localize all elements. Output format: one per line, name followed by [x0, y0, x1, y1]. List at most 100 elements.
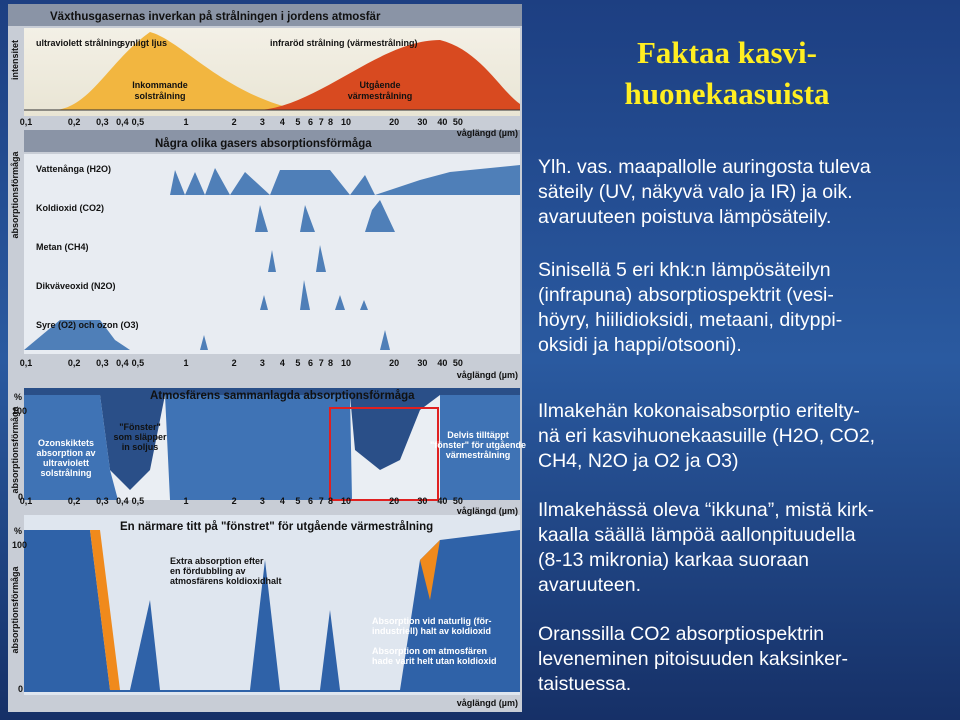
axis-label: 0 [18, 684, 23, 694]
n2o-spectrum [260, 280, 368, 310]
paragraph-line: Sinisellä 5 eri khk:n lämpösäteilyn [538, 259, 831, 281]
natural-absorption [24, 530, 520, 692]
wavelength-label: våglängd (µm) [457, 698, 518, 708]
unit: % [14, 526, 22, 536]
annotation: "fönster" för utgående [430, 440, 526, 450]
absorption-area [24, 395, 520, 500]
axis-label: 100 [12, 406, 27, 416]
annotation: solstrålning [40, 468, 91, 478]
wavelength-tick: 1 [183, 358, 188, 368]
y-axis-label: absorptionsförmåga [10, 566, 20, 654]
paragraph-line: kaalla säällä lämpöä aallonpituudella [538, 524, 856, 546]
panel-title: Några olika gasers absorptionsförmåga [155, 138, 372, 150]
paragraph-line: nä eri kasvihuonekaasuille (H2O, CO2, [538, 425, 875, 447]
wavelength-tick: 8 [328, 358, 333, 368]
panel-title: Atmosfärens sammanlagda absorptionsförmå… [150, 390, 415, 402]
paragraph-line: CH4, N2O ja O2 ja O3) [538, 450, 738, 472]
panel-title: En närmare titt på "fönstret" för utgåen… [120, 521, 433, 533]
wavelength-label: våglängd (µm) [457, 128, 518, 138]
annotation: industriell) halt av koldioxid [372, 626, 491, 636]
incoming-label: solstrålning [134, 91, 185, 101]
wavelength-tick: 0,4 [116, 117, 129, 127]
wavelength-tick: 3 [260, 496, 265, 506]
wavelength-tick: 40 [437, 496, 447, 506]
axis-label: 100 [12, 540, 27, 550]
wavelength-tick: 10 [341, 117, 351, 127]
wavelength-tick: 2 [232, 496, 237, 506]
paragraph-line: Ylh. vas. maapallolle auringosta tuleva [538, 156, 871, 178]
incoming-label: Inkommande [132, 80, 188, 90]
paragraph-line: Ilmakehässä oleva “ikkuna”, mistä kirk- [538, 499, 874, 521]
slide-title: Faktaa kasvi- [637, 35, 817, 70]
band-label: ultraviolett strålning [36, 38, 123, 48]
wavelength-tick: 0,3 [96, 496, 109, 506]
wavelength-tick: 0,5 [132, 358, 145, 368]
paragraph-line: avaruuteen poistuva lämpösäteily. [538, 206, 831, 228]
wavelength-tick: 40 [437, 358, 447, 368]
annotation: Absorption vid naturlig (för- [372, 616, 492, 626]
panel1-header [8, 4, 522, 26]
o2o3-spectrum [24, 320, 390, 350]
wavelength-tick: 0,2 [68, 358, 81, 368]
wavelength-tick: 8 [328, 496, 333, 506]
wavelength-tick: 5 [295, 358, 300, 368]
wavelength-tick: 4 [280, 117, 285, 127]
wavelength-tick: 6 [308, 358, 313, 368]
wavelength-tick: 6 [308, 117, 313, 127]
outgoing-label: värmestrålning [348, 91, 413, 101]
ch4-spectrum [268, 245, 326, 272]
paragraph-line: (infrapuna) absorptiospektrit (vesi- [538, 284, 834, 306]
paragraph-line: avaruuteen. [538, 574, 641, 596]
co2-spectrum [255, 200, 395, 232]
panel2-header [24, 130, 520, 152]
wavelength-tick: 2 [232, 117, 237, 127]
annotation: Delvis tilltäppt [447, 430, 509, 440]
band-label: infraröd strålning (värmestrålning) [270, 38, 418, 48]
paragraph-line: höyry, hiilidioksidi, metaani, dityppi- [538, 309, 842, 331]
paragraph-line: oksidi ja happi/otsooni). [538, 334, 742, 356]
window-box [329, 407, 439, 501]
slide-text: Faktaa kasvi-huonekaasuista Ylh. vas. maa… [538, 35, 875, 695]
outgoing-label: Utgående [359, 80, 400, 90]
wavelength-tick: 50 [453, 496, 463, 506]
y-axis-label: absorptionsförmåga [10, 406, 20, 494]
wavelength-tick: 7 [319, 496, 324, 506]
band-label: synligt ljus [120, 38, 167, 48]
paragraph-line: (8-13 mikronia) karkaa suoraan [538, 549, 809, 571]
figure [8, 4, 522, 712]
wavelength-tick: 3 [260, 117, 265, 127]
gas-label: Vattenånga (H2O) [36, 164, 111, 174]
unit: % [14, 392, 22, 402]
wavelength-tick: 50 [453, 117, 463, 127]
annotation: absorption av [36, 448, 95, 458]
paragraph-line: Oranssilla CO2 absorptiospektrin [538, 623, 824, 645]
wavelength-tick: 7 [319, 358, 324, 368]
wavelength-tick: 5 [295, 117, 300, 127]
wavelength-tick: 0,5 [132, 117, 145, 127]
wavelength-tick: 4 [280, 496, 285, 506]
annotation: ultraviolett [43, 458, 89, 468]
paragraph-line: taistuessa. [538, 673, 631, 695]
wavelength-tick: 40 [437, 117, 447, 127]
gas-label: Dikväveoxid (N2O) [36, 281, 116, 291]
y-axis-label: absorptionsförmåga [10, 151, 20, 239]
gas-label: Syre (O2) och ozon (O3) [36, 320, 139, 330]
annotation: som släpper [113, 432, 167, 442]
wavelength-tick: 3 [260, 358, 265, 368]
wavelength-tick: 0,4 [116, 496, 129, 506]
annotation: Ozonskiktets [38, 438, 94, 448]
wavelength-label: våglängd (µm) [457, 370, 518, 380]
y-axis-label: intensitet [10, 40, 20, 80]
axis-label: 0 [18, 492, 23, 502]
wavelength-tick: 0,1 [20, 358, 33, 368]
wavelength-tick: 4 [280, 358, 285, 368]
wavelength-tick: 1 [183, 496, 188, 506]
thermal-curve [260, 40, 520, 110]
wavelength-tick: 10 [341, 358, 351, 368]
paragraph-line: Ilmakehän kokonaisabsorptio eritelty- [538, 400, 860, 422]
wavelength-tick: 50 [453, 358, 463, 368]
paragraph-line: säteily (UV, näkyvä valo ja IR) ja oik. [538, 181, 853, 203]
wavelength-label: våglängd (µm) [457, 506, 518, 516]
